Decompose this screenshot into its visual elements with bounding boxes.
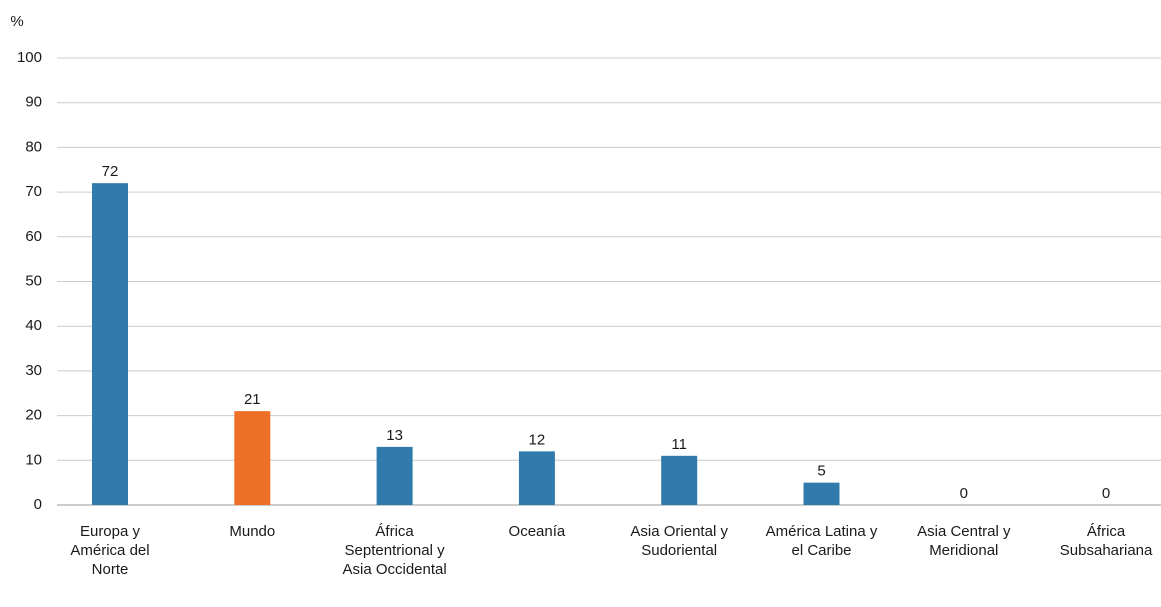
data-label: 0 [960, 485, 968, 502]
y-tick-label: 10 [25, 451, 42, 468]
data-label: 11 [671, 436, 687, 453]
y-tick-label: 50 [25, 272, 42, 289]
bar [92, 183, 128, 505]
y-tick-label: 100 [17, 49, 42, 66]
bar [234, 411, 271, 505]
x-tick-label: Europa y América del Norte [70, 523, 150, 578]
data-label: 0 [1102, 485, 1110, 502]
y-tick-label: 20 [25, 407, 42, 424]
bar [518, 451, 555, 505]
y-tick-label: 30 [25, 362, 42, 379]
y-tick-label: 80 [25, 138, 42, 155]
data-label: 12 [529, 431, 546, 448]
y-unit-label: % [10, 13, 23, 30]
x-tick-label: Oceanía [508, 523, 566, 540]
data-label: 72 [102, 163, 119, 180]
y-tick-label: 0 [34, 496, 42, 513]
bar [376, 446, 413, 505]
data-label: 13 [386, 427, 403, 444]
bar [803, 482, 840, 505]
x-tick-label: África Subsahariana [1059, 523, 1153, 559]
data-label: 5 [817, 463, 825, 480]
bar [661, 455, 698, 505]
x-tick-label: Mundo [229, 523, 276, 540]
x-tick-label: América Latina y el Caribe [765, 523, 878, 559]
y-tick-label: 60 [25, 228, 42, 245]
data-label: 21 [244, 391, 261, 408]
x-tick-label: África Septentrional y Asia Occidental [342, 523, 447, 578]
y-tick-label: 90 [25, 94, 42, 111]
x-tick-label: Asia Oriental y Sudoriental [630, 523, 728, 559]
x-tick-label: Asia Central y Meridional [917, 523, 1011, 559]
y-tick-label: 40 [25, 317, 42, 334]
y-tick-label: 70 [25, 183, 42, 200]
